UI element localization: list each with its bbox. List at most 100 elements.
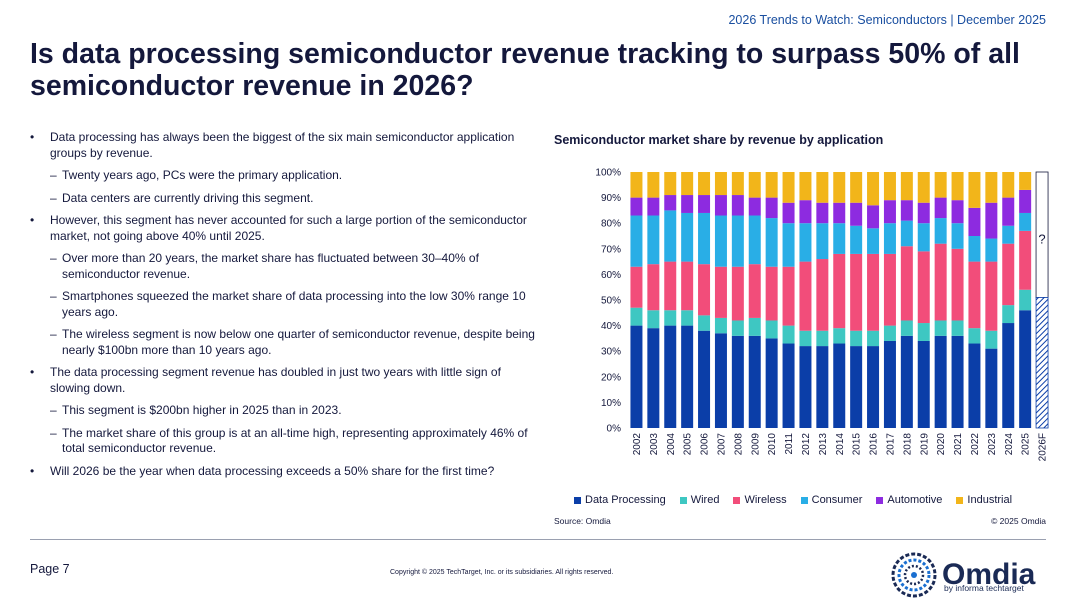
bar-segment — [816, 259, 829, 331]
y-tick-label: 30% — [601, 347, 621, 358]
legend-label: Consumer — [811, 494, 863, 506]
bullet-item: – Twenty years ago, PCs were the primary … — [30, 168, 535, 184]
bar-segment — [664, 261, 677, 311]
footer-copyright: Copyright © 2025 TechTarget, Inc. or its… — [390, 569, 614, 576]
bar-segment — [765, 197, 778, 219]
bullet-marker: • — [30, 365, 35, 379]
bar-segment — [765, 320, 778, 339]
legend-swatch — [800, 496, 808, 504]
bar-segment — [833, 223, 846, 254]
bar-segment — [1002, 243, 1015, 306]
bar-segment — [782, 172, 795, 203]
bar-segment — [985, 202, 998, 239]
bullet-text: The wireless segment is now below one qu… — [62, 327, 535, 357]
chart-title: Semiconductor market share by revenue by… — [554, 133, 884, 147]
bar-segment — [647, 197, 660, 216]
bar-segment — [968, 207, 981, 236]
bar-segment — [900, 172, 913, 201]
x-tick-label: 2003 — [649, 433, 660, 456]
bar-segment — [900, 335, 913, 428]
bar-segment — [630, 307, 643, 326]
bar-segment — [1002, 225, 1015, 244]
bar-segment — [1002, 305, 1015, 324]
bar-segment — [900, 320, 913, 336]
bullet-marker: – — [50, 403, 57, 417]
x-tick-label: 2004 — [666, 433, 677, 456]
bar-segment — [917, 323, 930, 341]
bar-segment — [1002, 197, 1015, 226]
bar-segment — [985, 330, 998, 349]
bar-segment — [833, 202, 846, 224]
legend-item: Wired — [679, 494, 719, 506]
bar-segment — [664, 172, 677, 196]
legend-label: Data Processing — [585, 494, 666, 506]
bullet-marker: – — [50, 425, 57, 440]
y-tick-label: 50% — [601, 296, 621, 307]
bar-segment — [917, 340, 930, 428]
bar-segment — [934, 218, 947, 244]
bar-segment — [917, 251, 930, 324]
bar-segment — [934, 172, 947, 198]
bar-segment — [951, 200, 964, 224]
bar-segment — [934, 320, 947, 336]
bar-segment — [934, 197, 947, 219]
legend-item: Automotive — [876, 494, 942, 506]
x-tick-label: 2013 — [818, 433, 829, 456]
bar-segment — [731, 335, 744, 428]
bar-segment — [833, 172, 846, 203]
bar-segment — [698, 315, 711, 331]
bar-segment — [647, 328, 660, 428]
bullet-marker: – — [50, 289, 57, 303]
bar-segment — [816, 202, 829, 224]
bar-segment — [985, 238, 998, 262]
omdia-logo-icon — [891, 552, 937, 598]
legend-item: Data Processing — [574, 494, 666, 506]
y-tick-label: 100% — [595, 168, 621, 179]
bullet-text: Data centers are currently driving this … — [62, 190, 314, 205]
bar-segment — [748, 172, 761, 198]
x-tick-label: 2005 — [683, 433, 694, 456]
bar-segment — [1019, 230, 1032, 290]
logo-wordmark: Omdia — [942, 558, 1036, 591]
bar-segment — [883, 340, 896, 428]
bar-segment — [1019, 189, 1032, 213]
x-tick-label: 2002 — [632, 433, 643, 456]
page-number: Page 7 — [30, 562, 70, 576]
bar-segment — [867, 172, 880, 206]
x-tick-label: 2011 — [784, 433, 795, 455]
bar-segment — [731, 195, 744, 216]
x-tick-label: 2019 — [919, 433, 930, 456]
bar-segment — [985, 172, 998, 203]
bar-segment — [714, 195, 727, 216]
bar-segment — [985, 261, 998, 331]
bar-segment — [782, 343, 795, 428]
page-title: Is data processing semiconductor revenue… — [30, 38, 1020, 102]
bar-segment — [951, 335, 964, 428]
bar-segment — [799, 261, 812, 331]
x-tick-label: 2022 — [970, 433, 981, 456]
y-tick-label: 40% — [601, 321, 621, 332]
bar-segment — [968, 172, 981, 208]
bar-segment — [934, 335, 947, 428]
bar-segment — [1002, 172, 1015, 198]
bar-segment — [816, 346, 829, 428]
bar-segment — [630, 325, 643, 428]
bar-segment — [782, 202, 795, 224]
bar-segment — [1002, 323, 1015, 428]
bullet-text: The data processing segment revenue has … — [50, 365, 501, 395]
bullet-text: This segment is $200bn higher in 2025 th… — [62, 403, 342, 417]
bar-segment — [850, 172, 863, 203]
bullet-marker: – — [50, 327, 57, 341]
bar-segment — [664, 195, 677, 211]
bar-segment — [630, 197, 643, 216]
footer-divider — [30, 539, 1046, 540]
bar-segment — [799, 200, 812, 224]
bar-segment — [748, 335, 761, 428]
bullet-text: Over more than 20 years, the market shar… — [62, 251, 479, 281]
bar-segment — [714, 266, 727, 318]
bar-segment — [867, 205, 880, 229]
y-tick-label: 80% — [601, 219, 621, 230]
y-tick-label: 70% — [601, 244, 621, 255]
bar-segment — [714, 172, 727, 196]
bullet-item: • However, this segment has never account… — [30, 213, 535, 244]
